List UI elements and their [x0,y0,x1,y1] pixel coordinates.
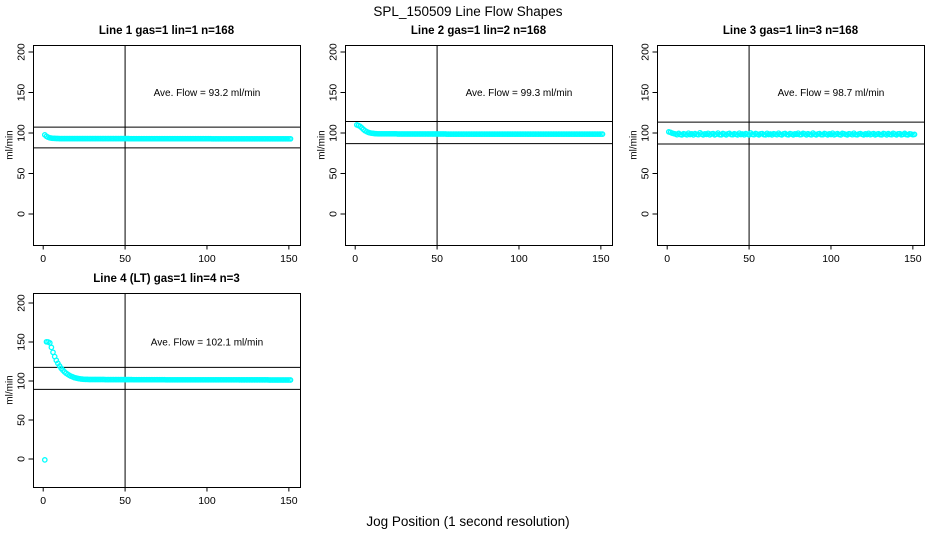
x-tick-label: 100 [822,253,840,265]
data-point [41,457,48,463]
panel-line-3: Line 3 gas=1 lin=3 n=168 Ave. Flow = 98.7… [629,25,925,265]
x-tick-label: 50 [119,253,131,265]
y-tick-label: 200 [16,43,28,61]
panel-title: Line 4 (LT) gas=1 lin=4 n=3 [93,273,239,285]
y-axis-label: ml/min [5,130,16,159]
page-title: SPL_150509 Line Flow Shapes [373,4,563,19]
x-tick-label: 50 [743,253,755,265]
y-tick-label: 100 [328,124,340,142]
plot-box [657,45,925,246]
y-tick-label: 100 [16,372,28,390]
x-tick-label: 50 [119,495,131,507]
y-tick-label: 200 [16,294,28,312]
data-point [599,131,606,137]
data-points [353,122,606,137]
plot-box [33,45,301,246]
panel-title: Line 1 gas=1 lin=1 n=168 [99,25,235,37]
x-tick-label: 0 [40,253,46,265]
y-tick-label: 50 [16,414,28,426]
x-tick-label: 100 [198,253,216,265]
ave-flow-annotation: Ave. Flow = 102.1 ml/min [151,338,263,349]
x-tick-label: 100 [198,495,216,507]
ave-flow-annotation: Ave. Flow = 98.7 ml/min [778,88,885,99]
data-point [287,377,294,383]
x-tick-label: 150 [280,253,298,265]
x-tick-label: 150 [280,495,298,507]
y-tick-label: 0 [16,456,28,462]
y-tick-label: 0 [328,211,340,217]
y-axis-label: ml/min [629,130,640,159]
y-tick-label: 150 [16,84,28,102]
y-axis-label: ml/min [317,130,328,159]
x-tick-label: 0 [352,253,358,265]
ave-flow-annotation: Ave. Flow = 99.3 ml/min [466,88,573,99]
y-tick-label: 0 [640,211,652,217]
panel-title: Line 3 gas=1 lin=3 n=168 [723,25,859,37]
data-points [41,338,294,463]
panel-line-1: Line 1 gas=1 lin=1 n=168 Ave. Flow = 93.2… [5,25,301,265]
plot-box [33,293,301,488]
y-tick-label: 100 [640,124,652,142]
ave-flow-annotation: Ave. Flow = 93.2 ml/min [154,88,261,99]
panel-line-2: Line 2 gas=1 lin=2 n=168 Ave. Flow = 99.3… [317,25,613,265]
y-tick-label: 150 [16,333,28,351]
y-tick-label: 200 [328,43,340,61]
data-point [911,131,918,138]
data-points [665,129,918,138]
panel-title: Line 2 gas=1 lin=2 n=168 [411,25,547,37]
x-tick-label: 0 [40,495,46,507]
data-point [48,344,55,351]
y-tick-label: 0 [16,211,28,217]
y-tick-label: 50 [16,168,28,180]
x-tick-label: 150 [904,253,922,265]
y-tick-label: 50 [328,168,340,180]
x-tick-label: 50 [431,253,443,265]
y-tick-label: 150 [640,84,652,102]
x-tick-label: 150 [592,253,610,265]
data-point [287,135,294,142]
y-tick-label: 100 [16,124,28,142]
y-tick-label: 150 [328,84,340,102]
y-tick-label: 200 [640,43,652,61]
y-axis-label: ml/min [5,375,16,404]
data-points [41,132,294,142]
x-tick-label: 100 [510,253,528,265]
x-tick-label: 0 [664,253,670,265]
plot-box [345,45,613,246]
y-tick-label: 50 [640,168,652,180]
x-axis-label: Jog Position (1 second resolution) [366,514,570,529]
panel-line-4: Line 4 (LT) gas=1 lin=4 n=3 Ave. Flow = 1… [5,273,301,507]
